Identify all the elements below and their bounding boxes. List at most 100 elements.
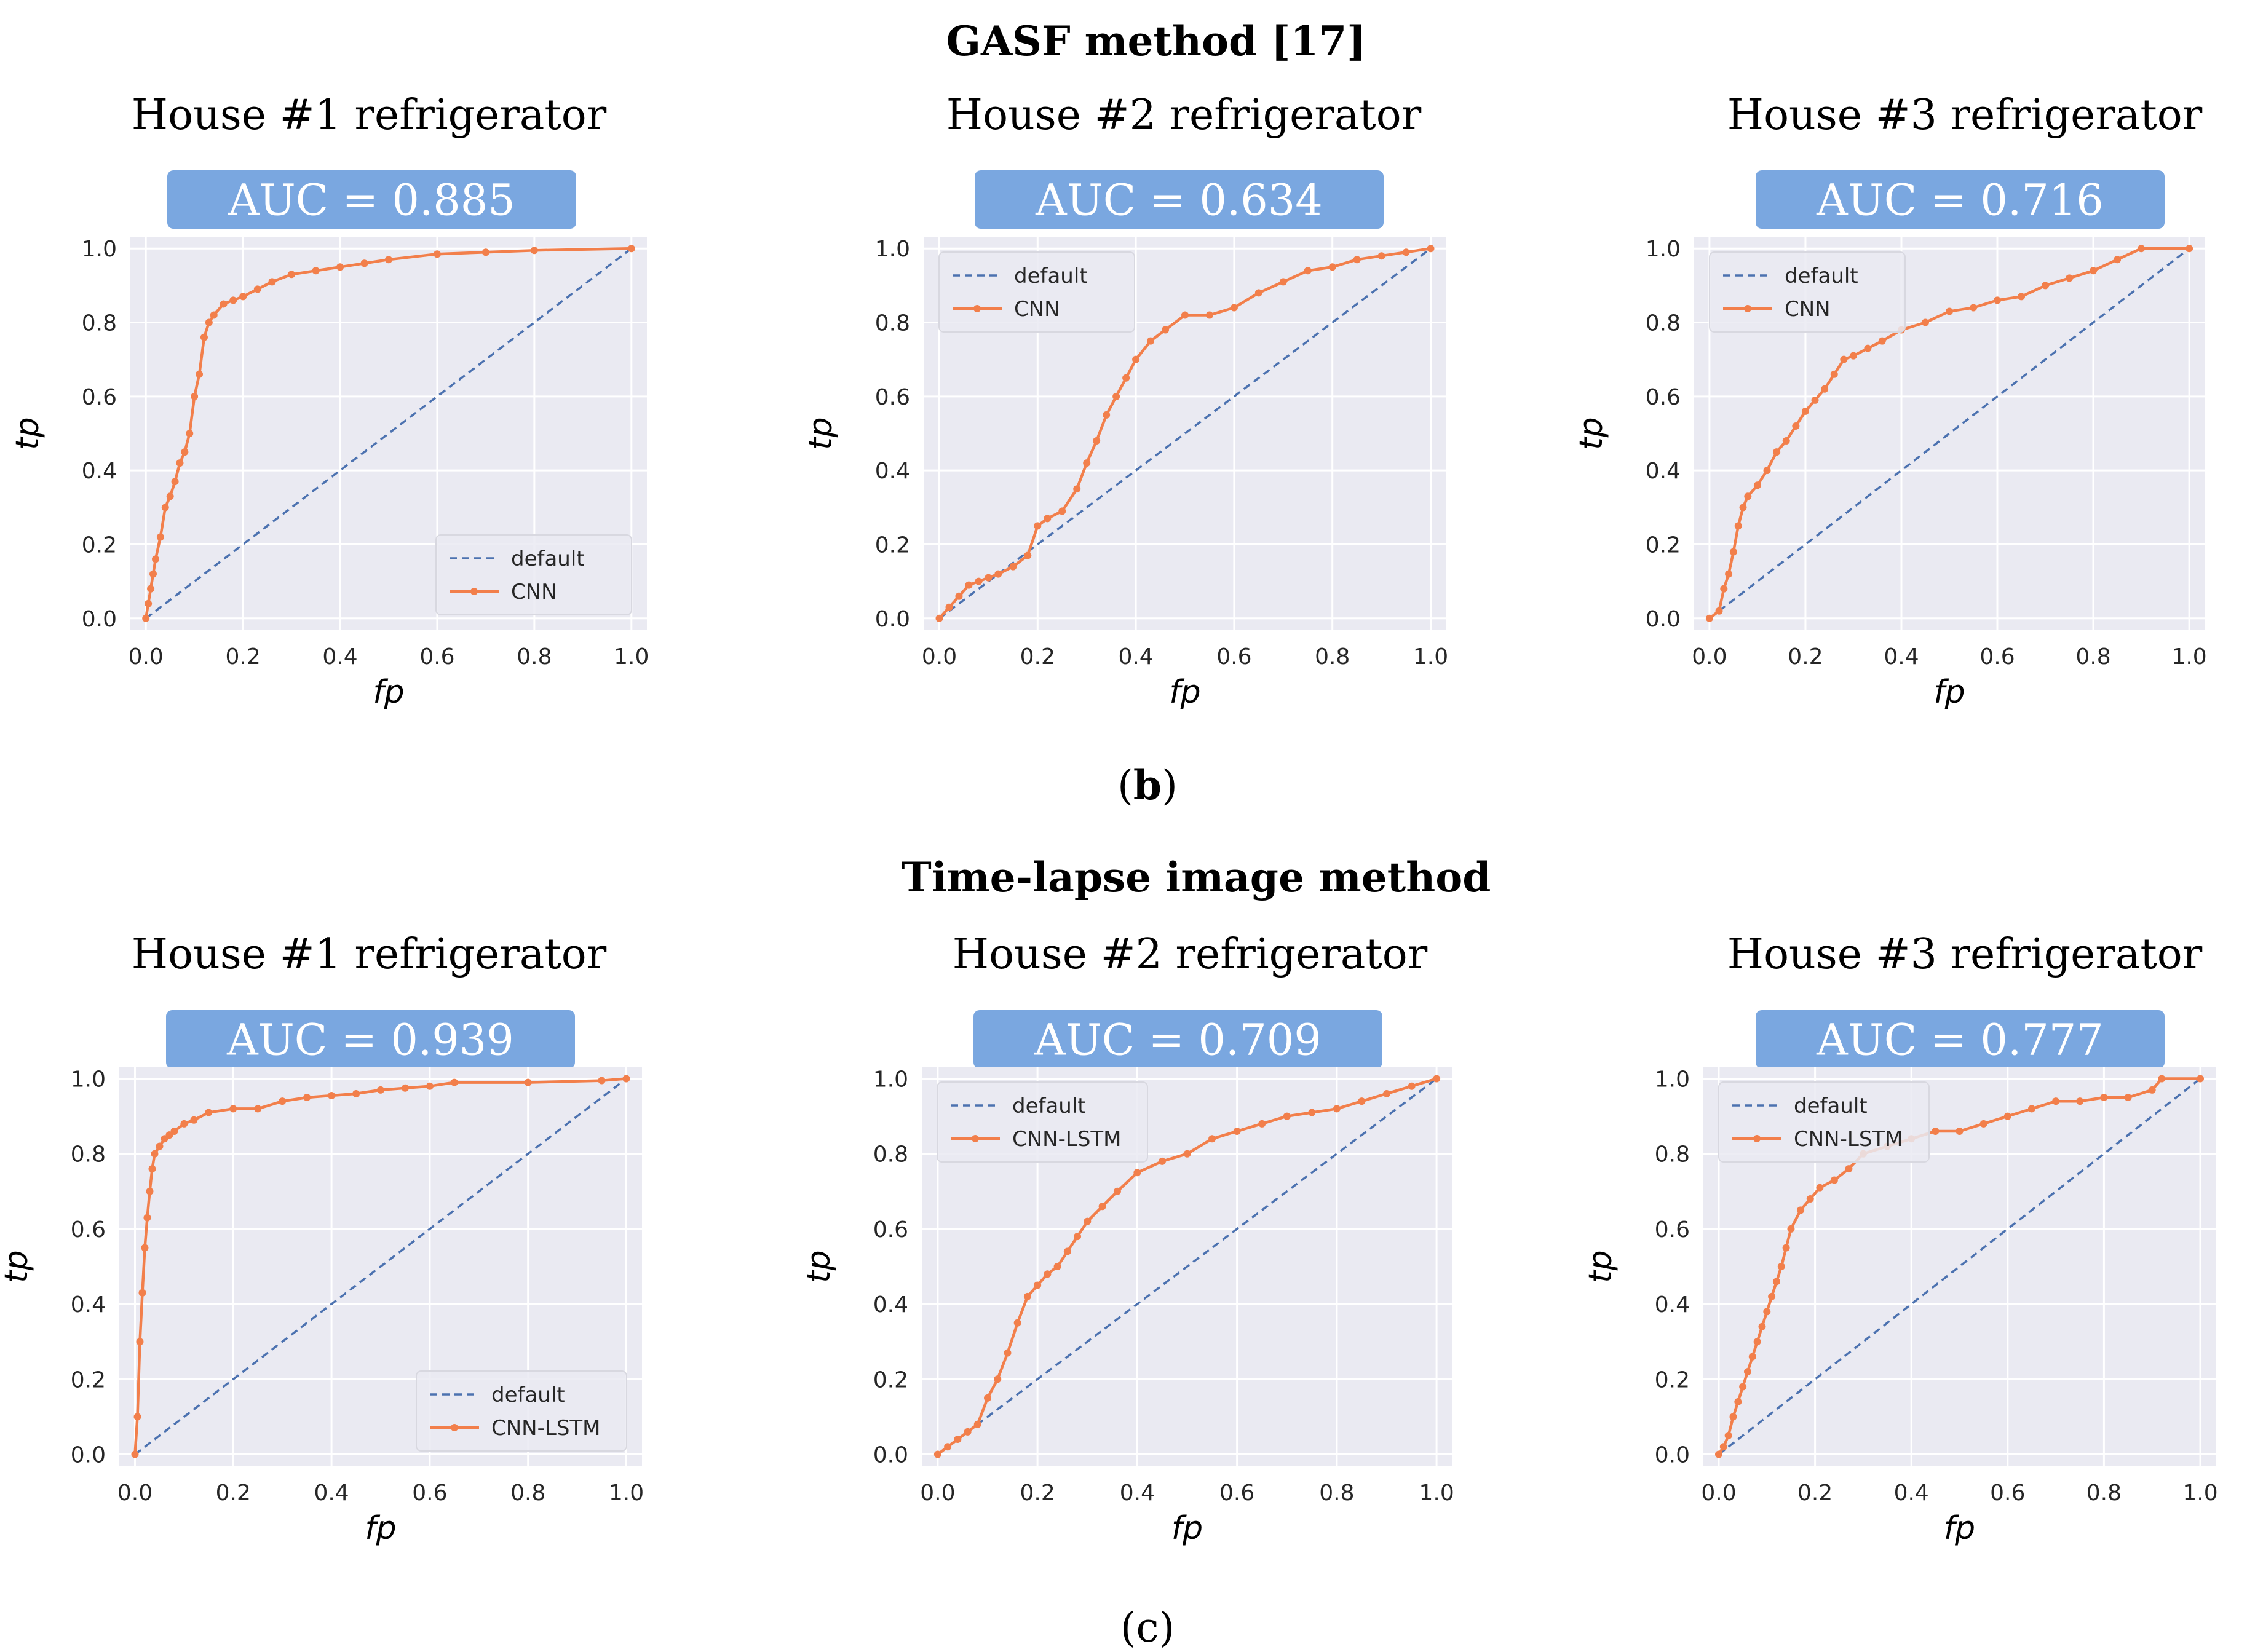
- section-title-timelapse: Time-lapse image method: [902, 853, 1491, 901]
- series-point: [1864, 344, 1872, 352]
- series-point: [1034, 522, 1042, 530]
- x-tick-label: 1.0: [1413, 644, 1448, 670]
- chart-3: House #3 refrigerator AUC = 0.716 0.0 0.0 0.…: [1573, 91, 2207, 711]
- legend-label-model: CNN: [1014, 297, 1060, 322]
- legend-swatch-marker: [972, 1135, 979, 1142]
- series-point: [171, 478, 179, 486]
- x-tick-label: 0.8: [1315, 644, 1350, 670]
- series-point: [170, 1128, 178, 1136]
- series-point: [1098, 1203, 1106, 1211]
- x-axis-label: fp: [365, 1510, 396, 1547]
- series-point: [1748, 1353, 1756, 1361]
- series-point: [1821, 385, 1829, 393]
- y-tick-label: 0.8: [71, 1142, 106, 1168]
- series-point: [1719, 1443, 1727, 1451]
- legend-label-default: default: [511, 547, 585, 571]
- y-tick-label: 0.6: [1646, 385, 1681, 410]
- y-tick-label: 0.4: [1655, 1292, 1690, 1318]
- series-point: [2186, 245, 2194, 253]
- series-point: [524, 1078, 532, 1086]
- series-point: [181, 448, 189, 456]
- series-point: [303, 1094, 311, 1102]
- series-point: [1758, 1322, 1766, 1330]
- series-default-line: [134, 1078, 627, 1455]
- series-point: [1744, 492, 1752, 500]
- x-tick-label: 0.2: [1788, 644, 1823, 670]
- series-point: [1162, 326, 1170, 334]
- series-point: [145, 599, 153, 607]
- series-point: [530, 247, 538, 255]
- legend: default CNN-LSTM: [1718, 1081, 1930, 1163]
- x-tick-label: 0.8: [2075, 644, 2110, 670]
- x-tick-label: 0.6: [412, 1480, 447, 1506]
- chart-4: House #1 refrigerator AUC = 0.939 0.0 0.0 0.…: [0, 930, 644, 1547]
- series-point: [1093, 437, 1101, 445]
- x-tick-label: 0.0: [920, 1480, 955, 1506]
- series-point: [1797, 1206, 1805, 1214]
- chart-title: House #2 refrigerator: [946, 91, 1422, 140]
- series-point: [1845, 1165, 1853, 1173]
- series-point: [1377, 252, 1385, 260]
- series-point: [1353, 256, 1361, 264]
- series-point: [1034, 1281, 1042, 1289]
- series-point: [1932, 1128, 1940, 1136]
- series-point: [1729, 548, 1737, 556]
- series-point: [2042, 282, 2050, 290]
- x-tick-label: 0.6: [1980, 644, 2015, 670]
- series-point: [200, 333, 208, 341]
- series-point: [1004, 1349, 1012, 1357]
- legend-box: [937, 1081, 1148, 1163]
- x-tick-label: 0.6: [1216, 644, 1251, 670]
- legend-label-default: default: [1014, 264, 1088, 288]
- series-point: [994, 570, 1002, 578]
- series-point: [176, 459, 184, 467]
- legend-swatch-marker: [451, 1424, 458, 1431]
- series-point: [1729, 1413, 1737, 1421]
- series-point: [482, 248, 489, 256]
- charts: House #1 refrigerator AUC = 0.885 0.0 0.0 0.…: [0, 91, 2218, 1547]
- series-point: [1333, 1105, 1341, 1113]
- x-tick-label: 1.0: [1419, 1480, 1454, 1506]
- y-tick-label: 0.0: [1646, 607, 1681, 632]
- series-point: [1044, 515, 1052, 523]
- series-point: [1254, 289, 1262, 297]
- series-point: [1806, 1195, 1814, 1203]
- series-point: [2114, 256, 2122, 264]
- series-point: [191, 392, 199, 400]
- section-title-gasf: GASF method [17]: [946, 17, 1366, 65]
- legend-swatch-marker: [1753, 1135, 1761, 1142]
- series-point: [1801, 407, 1809, 415]
- y-axis-label: tp: [1573, 417, 1610, 449]
- x-tick-label: 0.0: [1701, 1480, 1736, 1506]
- series-point: [954, 1436, 962, 1444]
- series-point: [161, 504, 169, 512]
- chart-title: House #1 refrigerator: [132, 91, 607, 140]
- y-axis-label: tp: [9, 417, 46, 449]
- series-point: [1013, 1319, 1021, 1327]
- y-tick-label: 0.6: [1655, 1217, 1690, 1243]
- series-point: [1763, 467, 1771, 475]
- section-headers: GASF method [17] (b) Time-lapse image me…: [902, 17, 1491, 1651]
- series-point: [1763, 1308, 1771, 1316]
- series-point: [229, 1105, 237, 1113]
- series-point: [1433, 1075, 1441, 1083]
- series-point: [1734, 522, 1742, 530]
- y-axis-label: tp: [0, 1250, 35, 1282]
- series-point: [1358, 1097, 1366, 1105]
- legend: default CNN-LSTM: [937, 1081, 1148, 1163]
- y-tick-label: 0.6: [82, 385, 117, 410]
- auc-label: AUC = 0.716: [1816, 175, 2104, 226]
- series-default-line: [1708, 247, 2190, 620]
- x-tick-label: 0.4: [314, 1480, 349, 1506]
- series-point: [627, 245, 635, 253]
- series-point: [1103, 411, 1111, 419]
- y-tick-label: 1.0: [875, 237, 910, 262]
- series-point: [1980, 1120, 1987, 1128]
- series-point: [985, 574, 993, 582]
- series-point: [1811, 396, 1819, 404]
- y-tick-label: 0.4: [82, 459, 117, 484]
- auc-badge: [975, 170, 1384, 229]
- auc-badge: [166, 1010, 575, 1069]
- series-point: [146, 1187, 154, 1195]
- series-point: [229, 296, 237, 304]
